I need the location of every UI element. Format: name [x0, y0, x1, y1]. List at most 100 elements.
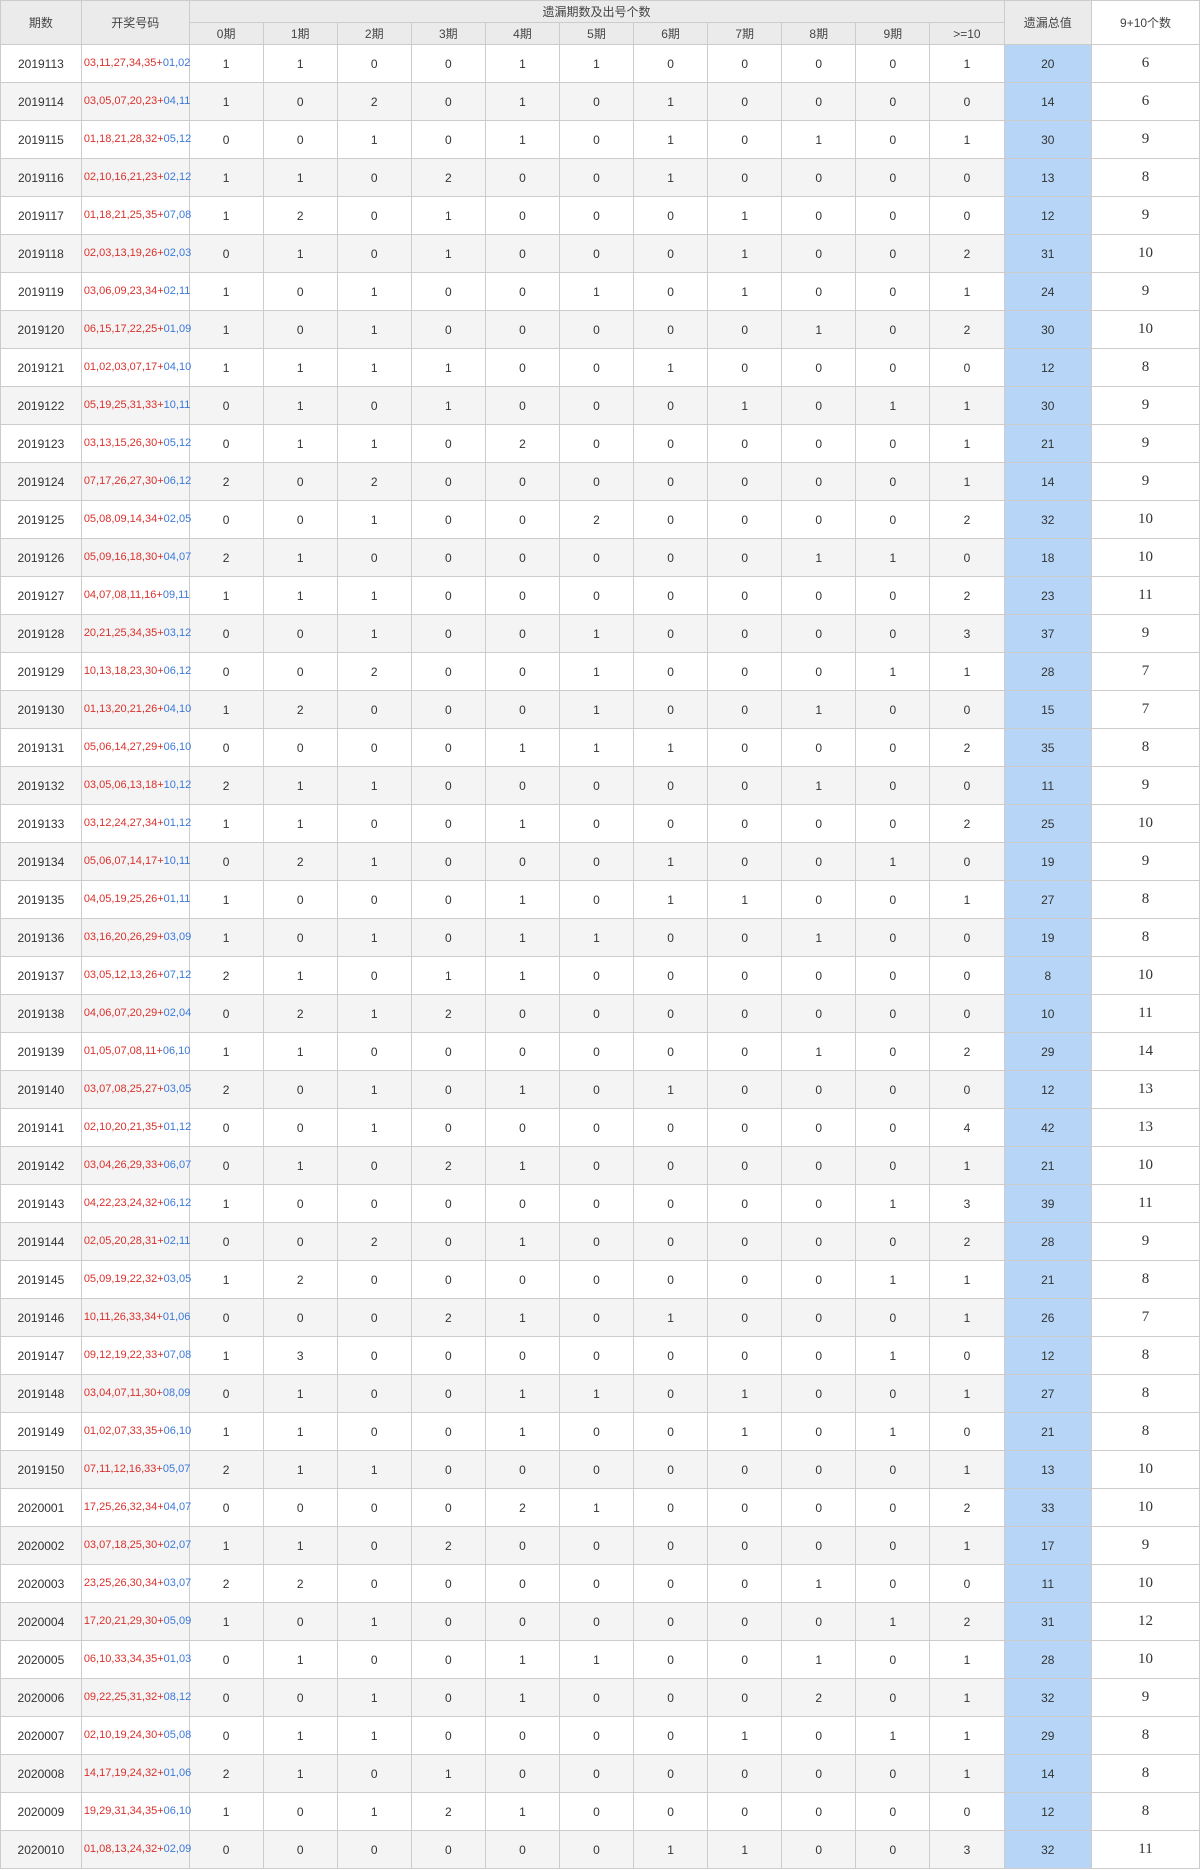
cell-count: 8	[1092, 1413, 1200, 1451]
cell-miss-8: 0	[782, 1489, 856, 1527]
cell-miss-7: 0	[708, 843, 782, 881]
cell-period: 2019123	[1, 425, 82, 463]
cell-miss-6: 0	[634, 995, 708, 1033]
cell-miss-2: 0	[337, 1641, 411, 1679]
cell-miss-8: 0	[782, 349, 856, 387]
cell-miss-5: 0	[559, 387, 633, 425]
table-row: 201912820,21,25,34,35+03,120010010000337…	[1, 615, 1200, 653]
cell-miss-5: 0	[559, 1109, 633, 1147]
cell-miss-7: 1	[708, 1375, 782, 1413]
cell-miss-7: 1	[708, 235, 782, 273]
cell-miss-2: 2	[337, 653, 411, 691]
cell-miss-8: 1	[782, 919, 856, 957]
cell-miss-2: 0	[337, 1489, 411, 1527]
cell-miss-4: 0	[485, 995, 559, 1033]
table-row: 201912910,13,18,23,30+06,120020010001128…	[1, 653, 1200, 691]
cell-miss-9: 0	[856, 311, 930, 349]
cell-total: 14	[1004, 83, 1092, 121]
cell-miss-7: 0	[708, 577, 782, 615]
cell-count: 10	[1092, 501, 1200, 539]
cell-miss-10: 1	[930, 45, 1004, 83]
cell-miss-8: 1	[782, 539, 856, 577]
cell-miss-7: 0	[708, 349, 782, 387]
cell-miss-3: 0	[411, 1565, 485, 1603]
cell-miss-4: 1	[485, 1641, 559, 1679]
table-row: 201913504,05,19,25,26+01,111000101100127…	[1, 881, 1200, 919]
cell-total: 12	[1004, 1337, 1092, 1375]
cell-miss-10: 1	[930, 1147, 1004, 1185]
cell-miss-4: 1	[485, 83, 559, 121]
cell-miss-6: 0	[634, 425, 708, 463]
cell-miss-1: 0	[263, 653, 337, 691]
cell-miss-10: 3	[930, 1185, 1004, 1223]
cell-miss-1: 1	[263, 387, 337, 425]
cell-period: 2020003	[1, 1565, 82, 1603]
cell-count: 8	[1092, 1717, 1200, 1755]
cell-count: 7	[1092, 653, 1200, 691]
cell-miss-7: 0	[708, 501, 782, 539]
cell-total: 32	[1004, 501, 1092, 539]
cell-miss-6: 0	[634, 235, 708, 273]
cell-miss-6: 1	[634, 881, 708, 919]
cell-drawn: 05,06,14,27,29+06,10	[81, 729, 189, 767]
cell-count: 6	[1092, 45, 1200, 83]
cell-miss-10: 1	[930, 1755, 1004, 1793]
cell-drawn: 09,12,19,22,33+07,08	[81, 1337, 189, 1375]
cell-drawn: 02,10,19,24,30+05,08	[81, 1717, 189, 1755]
cell-miss-3: 0	[411, 311, 485, 349]
cell-miss-5: 0	[559, 425, 633, 463]
cell-miss-7: 0	[708, 1603, 782, 1641]
cell-miss-0: 1	[189, 197, 263, 235]
cell-miss-3: 2	[411, 159, 485, 197]
cell-drawn: 17,25,26,32,34+04,07	[81, 1489, 189, 1527]
cell-miss-8: 0	[782, 1071, 856, 1109]
cell-count: 9	[1092, 197, 1200, 235]
cell-miss-3: 0	[411, 1033, 485, 1071]
cell-miss-8: 0	[782, 1375, 856, 1413]
cell-miss-8: 0	[782, 1185, 856, 1223]
cell-drawn: 04,22,23,24,32+06,12	[81, 1185, 189, 1223]
header-miss-8: 8期	[782, 23, 856, 45]
cell-miss-7: 0	[708, 1489, 782, 1527]
cell-miss-9: 0	[856, 1071, 930, 1109]
cell-total: 10	[1004, 995, 1092, 1033]
cell-miss-4: 0	[485, 577, 559, 615]
cell-miss-9: 0	[856, 425, 930, 463]
cell-drawn: 17,20,21,29,30+05,09	[81, 1603, 189, 1641]
cell-miss-0: 1	[189, 1603, 263, 1641]
cell-drawn: 05,09,19,22,32+03,05	[81, 1261, 189, 1299]
cell-period: 2019134	[1, 843, 82, 881]
cell-miss-10: 0	[930, 349, 1004, 387]
cell-miss-2: 1	[337, 1109, 411, 1147]
cell-miss-6: 0	[634, 615, 708, 653]
cell-miss-1: 1	[263, 45, 337, 83]
cell-miss-3: 0	[411, 1679, 485, 1717]
cell-miss-2: 2	[337, 1223, 411, 1261]
cell-miss-6: 0	[634, 1261, 708, 1299]
cell-miss-4: 1	[485, 1223, 559, 1261]
cell-miss-10: 2	[930, 729, 1004, 767]
cell-period: 2019150	[1, 1451, 82, 1489]
cell-miss-5: 0	[559, 1033, 633, 1071]
cell-total: 15	[1004, 691, 1092, 729]
cell-miss-1: 1	[263, 1451, 337, 1489]
cell-miss-8: 0	[782, 1337, 856, 1375]
cell-miss-8: 0	[782, 501, 856, 539]
cell-miss-2: 0	[337, 691, 411, 729]
cell-drawn: 05,08,09,14,34+02,05	[81, 501, 189, 539]
cell-miss-5: 0	[559, 843, 633, 881]
cell-period: 2019115	[1, 121, 82, 159]
cell-period: 2019120	[1, 311, 82, 349]
cell-count: 10	[1092, 957, 1200, 995]
cell-miss-6: 0	[634, 957, 708, 995]
cell-miss-4: 0	[485, 1337, 559, 1375]
cell-period: 2020006	[1, 1679, 82, 1717]
cell-miss-2: 0	[337, 159, 411, 197]
cell-miss-8: 0	[782, 1413, 856, 1451]
header-miss-10: >=10	[930, 23, 1004, 45]
cell-miss-6: 0	[634, 1375, 708, 1413]
cell-miss-8: 1	[782, 1641, 856, 1679]
header-miss-1: 1期	[263, 23, 337, 45]
cell-miss-8: 0	[782, 1603, 856, 1641]
table-row: 201915007,11,12,16,33+05,072110000000113…	[1, 1451, 1200, 1489]
